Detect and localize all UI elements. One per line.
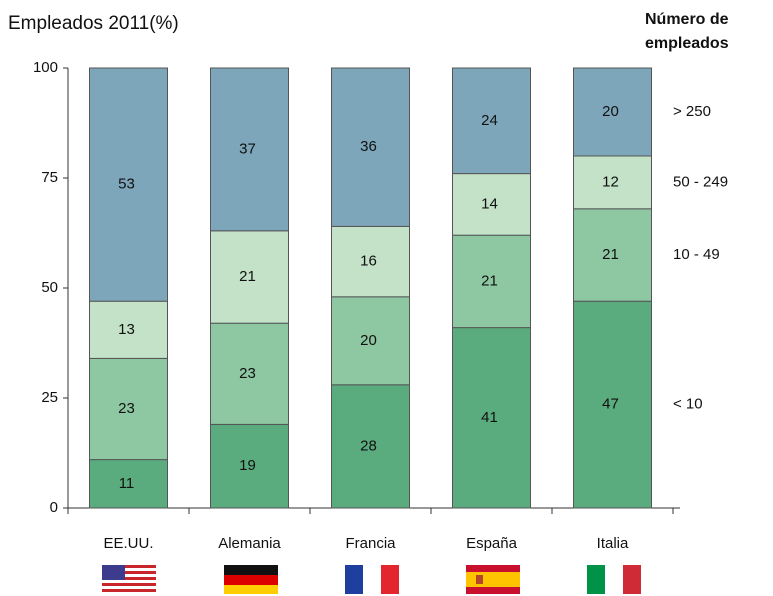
bar-segment — [331, 225, 410, 298]
x-tick-label: Alemania — [218, 535, 281, 552]
data-label: 11 — [119, 475, 135, 492]
data-label: 14 — [481, 195, 498, 212]
data-label: 21 — [602, 246, 619, 263]
data-label: 36 — [360, 138, 377, 155]
bar-segment — [573, 155, 652, 210]
bar-segment — [210, 67, 289, 232]
bar-segment — [452, 234, 531, 329]
bar-segment — [331, 296, 410, 386]
data-label: 37 — [239, 140, 256, 157]
data-label: 19 — [239, 457, 256, 474]
data-label: 20 — [602, 103, 619, 120]
data-label: 53 — [118, 176, 135, 193]
flag-france — [345, 565, 399, 594]
bar-segment — [452, 173, 531, 236]
x-tick-label: Italia — [597, 535, 629, 552]
legend-title: empleados — [645, 35, 729, 52]
bar-segment — [331, 67, 410, 227]
legend-title: Número de — [645, 11, 729, 28]
bar-segment — [573, 300, 652, 509]
bar-segment — [89, 357, 168, 461]
data-label: 21 — [239, 268, 256, 285]
bar-segment — [452, 67, 531, 175]
y-tick-label: 100 — [33, 59, 58, 76]
bar-segment — [210, 230, 289, 324]
bar-segment — [452, 327, 531, 509]
y-tick-label: 0 — [50, 499, 58, 516]
legend-label: 50 - 249 — [673, 173, 728, 190]
legend-label: > 250 — [673, 103, 711, 120]
data-label: 24 — [481, 112, 498, 129]
bar-segment — [210, 423, 289, 509]
bar-segment — [89, 300, 168, 359]
data-label: 13 — [118, 321, 135, 338]
data-label: 12 — [602, 173, 619, 190]
flag-usa — [102, 565, 156, 594]
data-label: 47 — [602, 396, 619, 413]
y-tick-label: 75 — [41, 169, 58, 186]
x-tick-label: Francia — [345, 535, 396, 552]
x-tick-label: España — [466, 535, 518, 552]
data-label: 20 — [360, 332, 377, 349]
flag-italy — [587, 565, 641, 594]
bar-segment — [89, 459, 168, 509]
bar-segment — [573, 67, 652, 157]
data-label: 23 — [118, 400, 135, 417]
chart-title: Empleados 2011(%) — [8, 13, 179, 34]
data-label: 41 — [481, 409, 498, 426]
x-tick-label: EE.UU. — [103, 535, 153, 552]
flag-germany — [224, 565, 278, 594]
flag-spain — [466, 565, 520, 594]
flags — [102, 565, 641, 594]
data-label: 28 — [360, 437, 377, 454]
data-label: 16 — [360, 253, 377, 270]
y-tick-label: 25 — [41, 389, 58, 406]
data-label: 21 — [481, 272, 498, 289]
legend-label: < 10 — [673, 396, 703, 413]
data-label: 23 — [239, 365, 256, 382]
bar-segment — [89, 67, 168, 302]
bar-segment — [573, 208, 652, 302]
bar-segment — [210, 322, 289, 425]
legend-label: 10 - 49 — [673, 246, 720, 263]
bar-segment — [331, 384, 410, 509]
y-tick-label: 50 — [41, 279, 58, 296]
